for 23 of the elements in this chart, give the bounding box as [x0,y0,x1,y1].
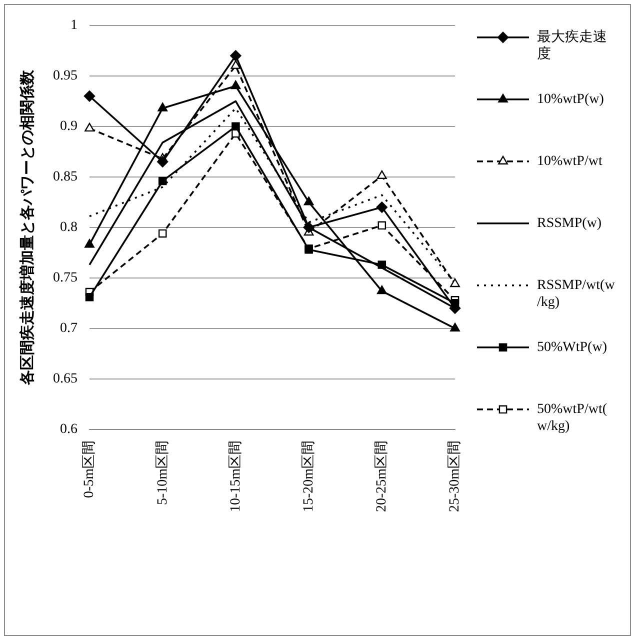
y-tick-label: 0.9 [60,119,78,134]
x-tick-label: 5-10m区間 [155,440,170,506]
x-tick-label: 15-20m区間 [301,440,316,512]
x-tick-label: 20-25m区間 [374,440,390,512]
legend-label: RSSMP/wt(w/kg) [537,278,616,310]
legend-label: 10%wtP/wt [537,154,602,170]
y-tick-label: 1 [70,18,78,34]
y-tick-label: 0.8 [60,220,78,236]
y-tick-label: 0.6 [60,422,78,438]
x-tick-label: 10-15m区間 [228,440,244,512]
y-tick-label: 0.85 [53,170,78,185]
legend-label: 最大疾走速度 [537,29,607,62]
x-tick-label: 25-30m区間 [448,440,463,512]
legend-label: 50%WtP(w) [537,340,608,356]
y-tick-label: 0.95 [53,68,78,84]
legend-label: 10%wtP(w) [537,92,604,108]
x-tick-label: 0-5m区間 [82,440,98,498]
legend-label: 50%wtP/wt(w/kg) [537,402,608,434]
y-tick-label: 0.65 [53,372,78,387]
y-tick-label: 0.75 [53,270,78,286]
y-tick-label: 0.7 [60,321,78,336]
legend-label: RSSMP(w) [537,216,602,232]
y-axis-title: 各区間疾走速度増加量と各パワーとの相関係数 [18,68,36,386]
